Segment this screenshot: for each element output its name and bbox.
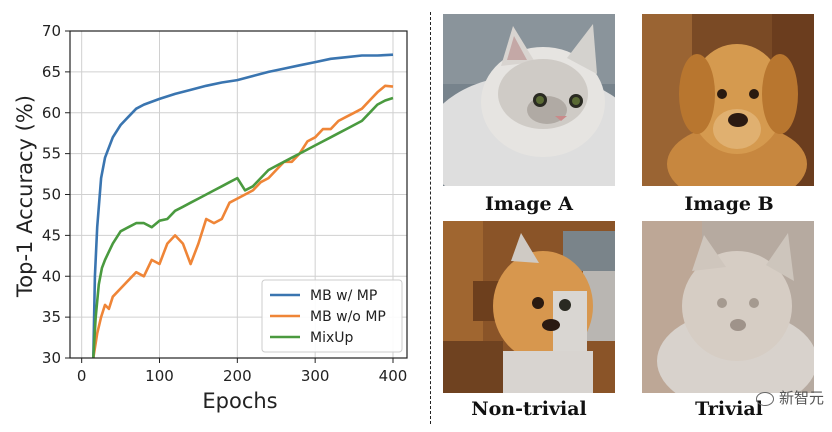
image-nontrivial-caption: Non-trivial	[471, 398, 587, 420]
x-tick-label: 300	[301, 367, 330, 385]
y-tick-label: 50	[42, 186, 61, 204]
y-tick-label: 70	[42, 22, 61, 40]
cat-photo	[443, 14, 615, 186]
chart-ticks: 0 100 200 300 400 30 35 40 45 50 55 60 65 70	[42, 22, 407, 385]
image-trivial-caption: Trivial	[695, 398, 763, 420]
y-tick-label: 65	[42, 63, 61, 81]
x-tick-label: 400	[379, 367, 408, 385]
image-nontrivial	[443, 221, 615, 393]
chart-series	[92, 53, 394, 359]
y-tick-label: 35	[42, 308, 61, 326]
y-tick-label: 40	[42, 267, 61, 285]
x-tick-label: 200	[223, 367, 252, 385]
image-a-caption: Image A	[484, 193, 574, 215]
legend-box	[261, 279, 403, 353]
x-axis-label: Epochs	[202, 389, 277, 413]
image-a	[443, 14, 615, 186]
y-tick-label: 30	[42, 349, 61, 367]
trivial-mix-photo	[642, 221, 814, 393]
x-tick-label: 0	[77, 367, 87, 385]
watermark: 新智元	[755, 387, 824, 408]
series-line-mb-w-mp	[92, 53, 394, 359]
series-line-mixup	[92, 96, 394, 359]
legend-label: MB w/o MP	[310, 309, 386, 325]
x-tick-label: 100	[145, 367, 174, 385]
series-line-mb-w-o-mp	[92, 84, 394, 359]
accuracy-chart: 0 100 200 300 400 30 35 40 45 50 55 60 65 70 Epochs T…	[13, 22, 408, 413]
image-trivial	[642, 221, 814, 393]
y-axis-label: Top-1 Accuracy (%)	[13, 95, 37, 298]
wechat-icon	[755, 391, 774, 406]
y-tick-label: 55	[42, 145, 61, 163]
y-tick-label: 60	[42, 104, 61, 122]
legend-label: MixUp	[310, 330, 354, 346]
dog-photo	[642, 14, 814, 186]
chart-legend: MB w/ MP MB w/o MP MixUp	[261, 279, 403, 353]
panel-divider	[430, 12, 431, 424]
legend-label: MB w/ MP	[310, 288, 377, 304]
image-b	[642, 14, 814, 186]
y-tick-label: 45	[42, 226, 61, 244]
nontrivial-mix-photo	[443, 221, 615, 393]
watermark-text: 新智元	[778, 389, 824, 407]
image-b-caption: Image B	[684, 193, 774, 215]
